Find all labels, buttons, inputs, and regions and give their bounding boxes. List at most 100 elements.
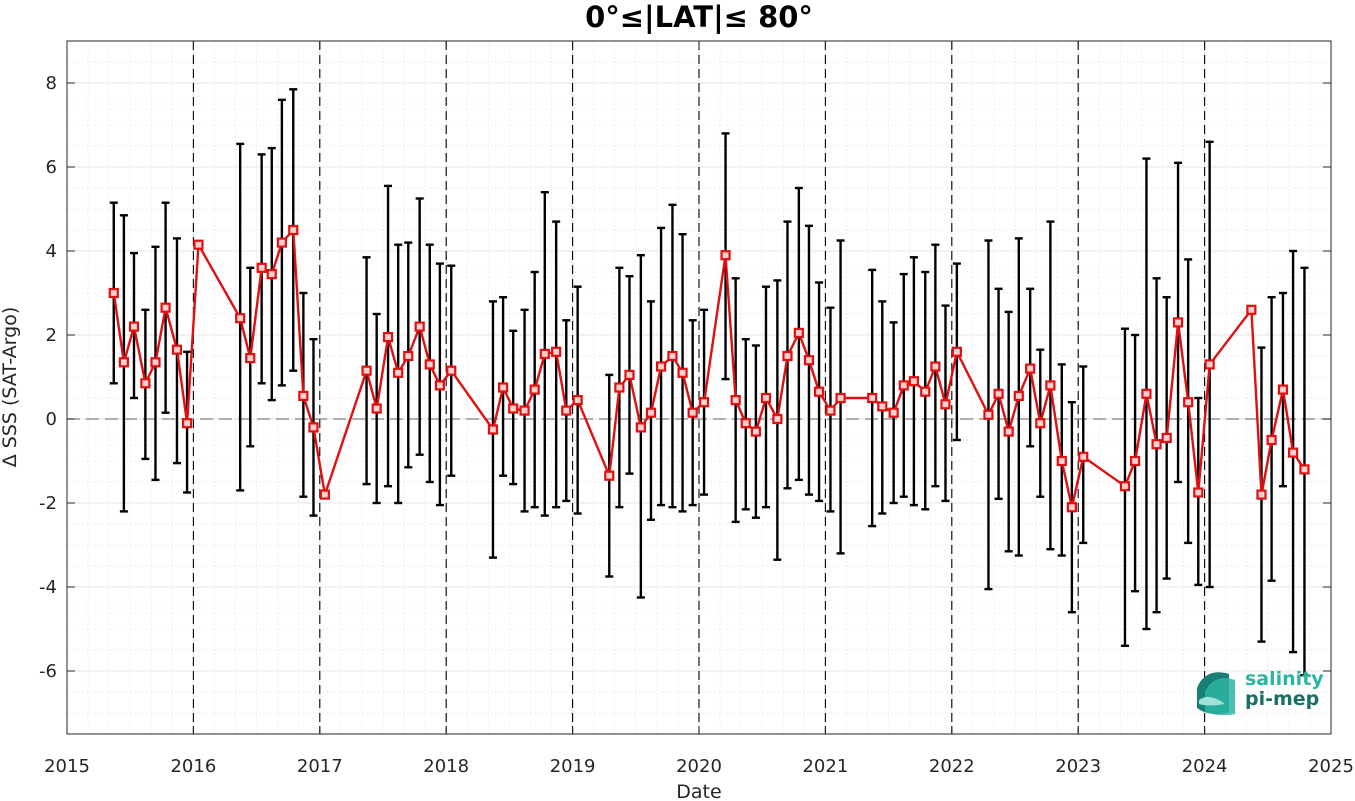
data-point [898,380,909,391]
data-point [677,367,688,378]
data-point [614,382,625,393]
data-point [1066,502,1077,513]
data-point [551,346,562,357]
data-point [877,401,888,412]
data-point [276,237,287,248]
y-tick-label: 2 [46,325,57,346]
data-point [508,403,519,414]
chart-title: 0°≤|LAT|≤ 80° [585,0,813,34]
x-tick-label: 2022 [929,756,975,777]
data-point [604,470,615,481]
data-point [414,321,425,332]
data-point [1003,426,1014,437]
data-point [108,287,119,299]
data-point [951,346,962,357]
data-point [930,361,941,372]
data-point [825,405,836,416]
data-point [635,422,646,433]
data-point [288,224,299,236]
x-tick-label: 2020 [676,756,722,777]
data-point [1193,487,1204,498]
data-point [487,424,499,435]
data-point [793,327,804,338]
data-point [772,413,783,425]
x-tick-label: 2016 [170,756,216,777]
y-tick-labels: -6 -4 -2 0 2 4 6 8 [39,73,57,682]
y-tick-label: -6 [39,661,57,682]
data-point [1172,317,1184,328]
data-point [1141,388,1152,399]
series-line [112,227,1306,508]
data-point [497,382,509,393]
data-point [1277,384,1289,395]
data-point [750,426,761,437]
data-point [624,369,635,380]
data-point [1299,464,1310,475]
data-point [118,357,129,368]
data-point [730,395,741,406]
data-point [539,348,550,359]
y-tick-label: 6 [46,157,57,178]
data-point [720,250,731,261]
x-tick-label: 2018 [423,756,469,777]
data-point [245,353,256,364]
data-point [403,350,414,362]
data-point [1204,359,1215,370]
data-point [782,350,793,362]
data-point [993,388,1004,399]
data-point [760,392,772,404]
data-point [1013,390,1024,401]
data-point [1045,380,1056,391]
data-point [1256,489,1267,500]
data-point [128,321,140,332]
y-tick-label: 4 [46,241,57,262]
x-tick-label: 2023 [1055,756,1101,777]
data-point [1161,432,1172,443]
data-point [867,392,878,404]
y-tick-label: 8 [46,73,57,94]
y-tick-label: -2 [39,493,57,514]
logo-text-salinity: salinity [1245,668,1324,690]
data-point [529,384,540,395]
data-point [813,386,825,397]
data-point [888,407,899,418]
data-point [1151,439,1162,450]
axis-ticks [66,41,1332,734]
y-tick-label: -4 [39,577,57,598]
data-point [835,392,846,404]
x-tick-label: 2024 [1182,756,1228,777]
data-point [908,376,919,387]
data-point [655,361,667,372]
data-point [920,386,931,397]
data-point [434,380,445,391]
data-point [446,365,457,376]
data-point [266,269,277,280]
data-point [645,407,657,418]
data-point [940,399,951,410]
x-tick-label: 2025 [1308,756,1354,777]
x-tick-label: 2019 [550,756,596,777]
data-point [1246,304,1257,315]
x-tick-label: 2017 [297,756,343,777]
data-point [1035,418,1046,429]
data-point [235,313,246,324]
data-point [740,418,751,429]
logo-text-pimep: pi-mep [1245,688,1320,710]
data-point [803,355,815,366]
data-point [193,239,204,250]
x-axis-label: Date [676,781,721,801]
data-point [561,405,572,416]
x-tick-label: 2021 [802,756,848,777]
data-point [1119,481,1131,492]
data-point [150,357,161,368]
data-point [1287,447,1299,458]
salinity-pimep-logo: salinity pi-mep [1195,668,1330,718]
data-point [256,262,267,273]
data-point [983,409,994,420]
data-point [371,403,382,414]
data-point [1078,451,1089,462]
data-point [519,405,530,416]
data-point [572,395,583,406]
x-tick-label: 2015 [44,756,90,777]
